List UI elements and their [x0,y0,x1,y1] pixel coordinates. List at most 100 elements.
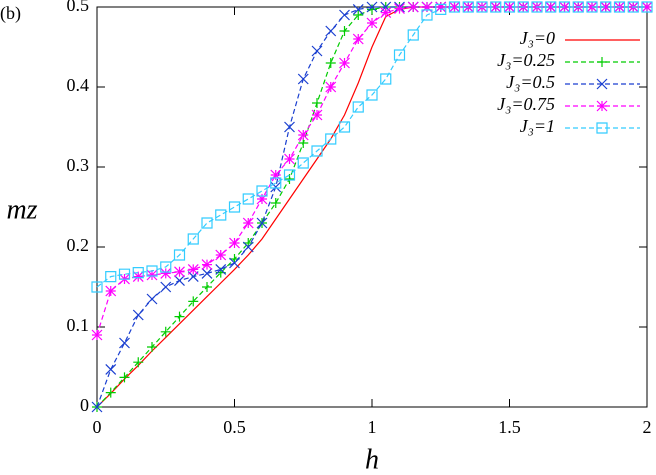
y-axis-label: mz [6,194,37,225]
data-marker [325,58,336,68]
data-marker [407,29,419,41]
data-marker [641,1,653,13]
y-tick-label: 0 [80,395,89,415]
data-marker [242,217,254,229]
data-marker [187,233,199,245]
data-marker [393,49,406,61]
data-marker [133,357,144,368]
data-marker [284,153,295,165]
data-marker [449,1,460,13]
legend-marker [596,122,608,134]
data-marker [435,3,447,15]
data-marker [160,267,172,279]
data-marker [504,1,515,13]
data-marker [312,98,322,108]
data-marker [476,1,488,13]
y-tick-label: 0.2 [67,235,90,255]
data-marker [627,1,639,13]
data-marker [174,266,185,278]
data-marker [105,285,117,297]
data-marker [105,363,117,375]
data-marker [613,1,626,13]
data-marker [352,3,364,15]
data-marker [366,17,378,29]
data-marker [202,282,212,292]
data-marker [160,281,172,293]
data-marker [435,1,447,13]
x-tick-label: 0 [93,417,102,437]
legend-marker [596,78,608,90]
data-marker [421,1,433,13]
data-marker [132,309,144,321]
data-marker [132,271,144,283]
legend-label: J₃=1 [520,116,555,136]
data-marker [325,133,337,145]
data-marker [256,185,268,197]
data-marker [517,1,529,13]
y-tick-label: 0.4 [67,75,90,95]
series-line [96,6,647,288]
data-marker [367,4,377,15]
data-marker [297,73,309,85]
data-marker [490,1,502,13]
data-marker [448,1,461,13]
data-marker [380,7,392,19]
data-marker [352,101,364,113]
data-marker [229,237,240,249]
data-marker [353,10,364,20]
data-marker [572,1,584,13]
data-marker [339,57,350,69]
data-marker [270,198,281,208]
data-marker [201,217,213,229]
data-marker [380,73,392,85]
data-marker [105,387,116,398]
data-marker [600,1,612,13]
legend-label: J₃=0.75 [497,94,555,114]
data-marker [160,261,172,273]
legend-label: J₃=0.25 [497,50,555,70]
data-marker [352,33,364,45]
data-marker [311,45,323,57]
data-marker [201,259,213,271]
data-marker [119,372,130,383]
data-marker [201,267,213,279]
series-line [96,6,647,408]
data-marker [462,1,474,13]
plot-frame [96,6,648,408]
data-marker [311,109,323,121]
y-tick-label: 0.3 [67,155,90,175]
data-marker [132,267,144,279]
x-tick-label: 2 [643,417,652,437]
data-marker [118,268,131,280]
data-marker [91,329,103,341]
data-marker [503,1,516,13]
x-tick-label: 0.5 [223,417,246,437]
data-marker [586,1,598,13]
data-marker [270,169,282,181]
data-marker [105,271,117,283]
x-tick-label: 1.5 [498,417,521,437]
data-marker [545,1,557,13]
data-marker [558,1,571,13]
data-marker [91,281,103,293]
data-marker [600,1,612,13]
data-marker [173,249,186,261]
data-marker [311,145,323,157]
data-marker [146,293,158,305]
data-marker [187,263,199,275]
data-marker [174,311,185,322]
data-marker [242,241,254,253]
data-marker [339,9,350,21]
data-marker [407,1,419,13]
data-marker [119,337,130,349]
data-marker [421,9,433,21]
legend-label: J₃=0.5 [506,72,555,92]
data-marker [297,157,309,169]
data-marker [215,209,227,221]
data-marker [174,275,185,287]
data-marker [531,1,543,13]
data-marker [146,269,158,281]
data-marker [256,217,268,229]
data-marker [146,265,158,277]
data-marker [160,326,171,337]
